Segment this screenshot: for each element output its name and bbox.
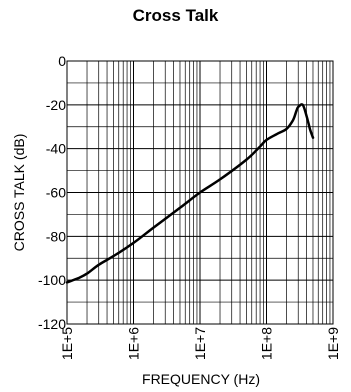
x-tick-label: 1E+5 xyxy=(59,327,75,360)
y-tick-label: -40 xyxy=(46,141,66,157)
x-tick-label: 1E+6 xyxy=(126,327,142,360)
y-tick-label: -60 xyxy=(46,185,66,201)
y-tick-label: -80 xyxy=(46,228,66,244)
y-tick-label: -100 xyxy=(38,272,66,288)
cross-talk-line xyxy=(65,103,315,284)
x-tick-labels: 1E+5 1E+6 1E+7 1E+8 1E+9 xyxy=(59,327,341,360)
x-tick-label: 1E+9 xyxy=(325,327,341,360)
y-axis-label: CROSS TALK (dB) xyxy=(11,134,27,252)
y-tick-label: -120 xyxy=(38,316,66,332)
plot-frame xyxy=(66,60,334,325)
y-tick-labels: 0 -20 -40 -60 -80 -100 -120 xyxy=(38,53,66,332)
x-axis-label: FREQUENCY (Hz) xyxy=(142,371,260,387)
y-tick-label: 0 xyxy=(58,53,66,69)
x-tick-label: 1E+8 xyxy=(259,327,275,360)
y-tick-label: -20 xyxy=(46,97,66,113)
chart-title: Cross Talk xyxy=(132,6,219,25)
x-tick-label: 1E+7 xyxy=(192,327,208,360)
